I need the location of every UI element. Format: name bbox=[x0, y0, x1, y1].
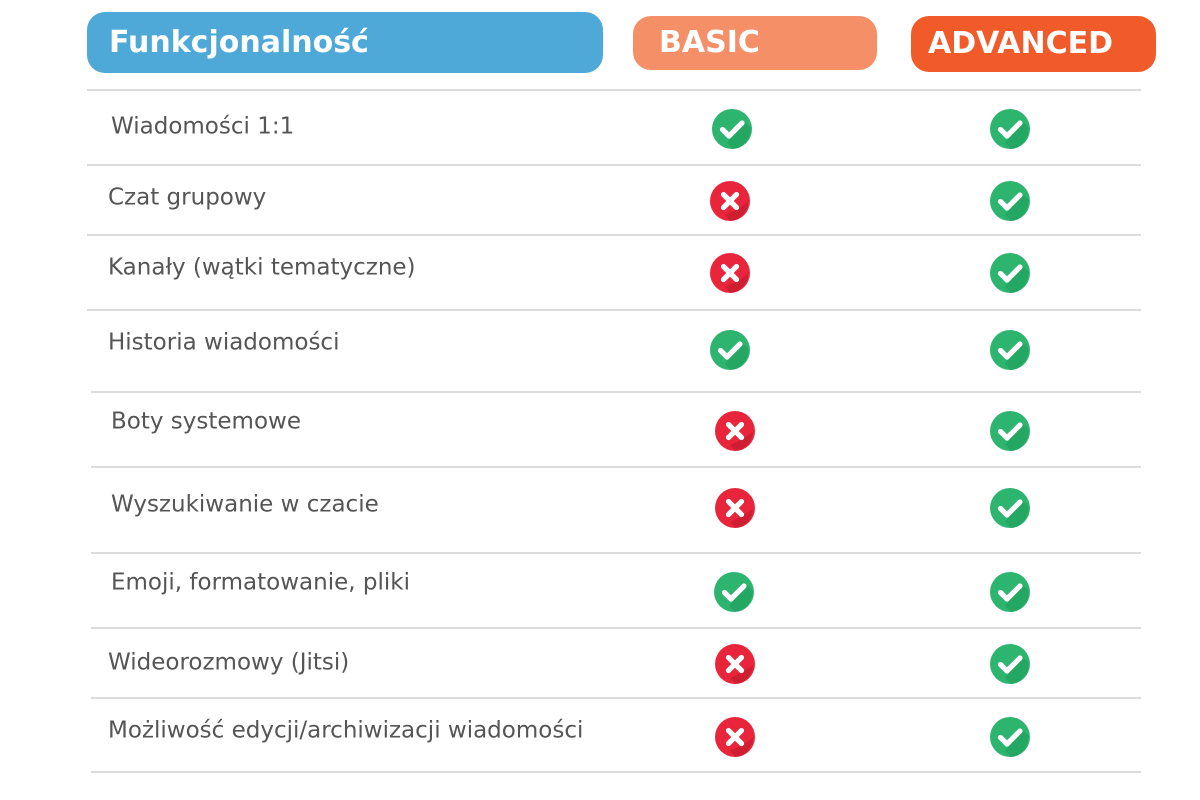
basic-check-circle-icon bbox=[709, 329, 751, 371]
feature-label: Wideorozmowy (Jitsi) bbox=[108, 649, 350, 676]
advanced-check-circle-icon bbox=[989, 108, 1031, 150]
feature-column-header-label: Funkcjonalność bbox=[109, 24, 369, 60]
feature-label: Wyszukiwanie w czacie bbox=[111, 491, 379, 518]
basic-cross-circle-icon bbox=[714, 410, 756, 452]
row-divider bbox=[91, 697, 1141, 699]
row-divider bbox=[87, 89, 1141, 91]
basic-cross-circle-icon bbox=[714, 643, 756, 685]
feature-label: Kanały (wątki tematyczne) bbox=[108, 254, 416, 281]
feature-column-header: Funkcjonalność bbox=[87, 12, 603, 73]
feature-label: Wiadomości 1:1 bbox=[111, 113, 295, 140]
feature-label: Możliwość edycji/archiwizacji wiadomości bbox=[108, 717, 584, 744]
row-divider bbox=[91, 627, 1141, 629]
feature-label: Boty systemowe bbox=[111, 408, 301, 435]
basic-cross-circle-icon bbox=[709, 180, 751, 222]
row-divider bbox=[91, 466, 1141, 468]
feature-label: Czat grupowy bbox=[108, 184, 267, 211]
row-divider bbox=[87, 164, 1141, 166]
basic-check-circle-icon bbox=[713, 571, 755, 613]
row-divider bbox=[87, 234, 1141, 236]
basic-plan-header: BASIC bbox=[633, 16, 877, 70]
advanced-check-circle-icon bbox=[989, 487, 1031, 529]
row-divider bbox=[91, 552, 1141, 554]
feature-label: Historia wiadomości bbox=[108, 329, 340, 356]
basic-plan-header-label: BASIC bbox=[659, 25, 760, 60]
advanced-check-circle-icon bbox=[989, 643, 1031, 685]
advanced-check-circle-icon bbox=[989, 252, 1031, 294]
advanced-check-circle-icon bbox=[989, 410, 1031, 452]
advanced-check-circle-icon bbox=[989, 716, 1031, 758]
advanced-plan-header: ADVANCED bbox=[911, 16, 1156, 72]
row-divider bbox=[87, 309, 1141, 311]
row-divider bbox=[91, 391, 1141, 393]
advanced-plan-header-label: ADVANCED bbox=[928, 26, 1114, 61]
basic-cross-circle-icon bbox=[714, 716, 756, 758]
advanced-check-circle-icon bbox=[989, 180, 1031, 222]
basic-cross-circle-icon bbox=[714, 487, 756, 529]
basic-check-circle-icon bbox=[711, 108, 753, 150]
feature-label: Emoji, formatowanie, pliki bbox=[111, 569, 410, 596]
row-divider bbox=[91, 771, 1141, 773]
advanced-check-circle-icon bbox=[989, 329, 1031, 371]
basic-cross-circle-icon bbox=[709, 252, 751, 294]
advanced-check-circle-icon bbox=[989, 571, 1031, 613]
